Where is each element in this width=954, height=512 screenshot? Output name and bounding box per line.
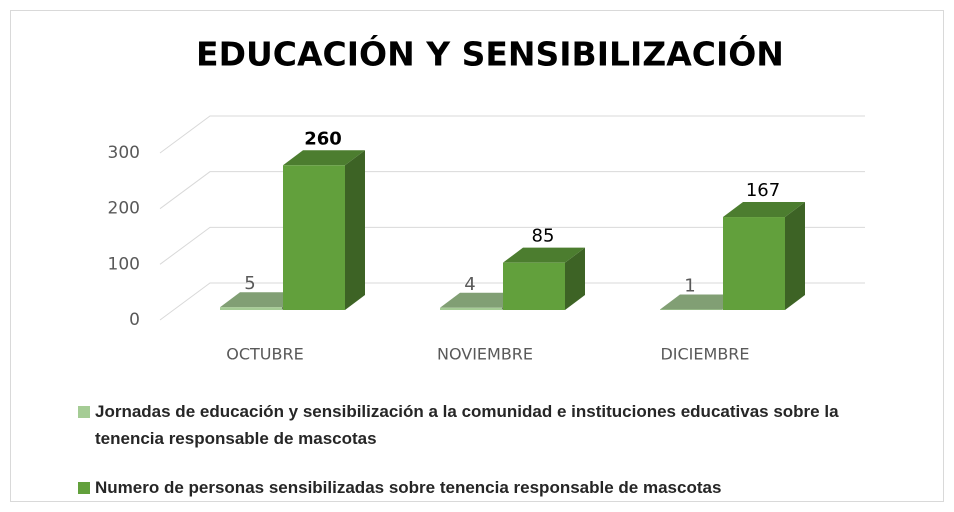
legend-item: Jornadas de educación y sensibilización …: [78, 398, 878, 452]
legend-label: Numero de personas sensibilizadas sobre …: [95, 478, 722, 497]
grid-line: [159, 226, 865, 265]
grid-line: [159, 115, 865, 154]
data-label: 85: [532, 226, 555, 247]
bar-top: [660, 294, 742, 310]
bar-side: [785, 202, 805, 310]
bar: [503, 262, 565, 310]
legend: Jornadas de educación y sensibilización …: [78, 398, 878, 512]
bar: [440, 307, 502, 310]
legend-label: Jornadas de educación y sensibilización …: [95, 402, 839, 448]
bar-side: [565, 247, 585, 310]
bar-top: [723, 202, 805, 218]
data-label: 260: [304, 128, 342, 149]
bar-top: [440, 292, 522, 308]
bar-top: [283, 150, 365, 166]
data-label: 4: [464, 274, 475, 295]
chart-title: EDUCACIÓN Y SENSIBILIZACIÓN: [196, 34, 784, 74]
grid-line: [159, 282, 865, 321]
legend-swatch: [78, 482, 90, 494]
y-tick-label: 0: [129, 310, 140, 330]
bar: [723, 217, 785, 310]
x-tick-label: DICIEMBRE: [660, 345, 749, 364]
y-tick-label: 200: [108, 199, 140, 219]
bar-top: [220, 292, 302, 308]
legend-item: Numero de personas sensibilizadas sobre …: [78, 474, 878, 501]
bar-top: [503, 247, 585, 263]
x-tick-label: NOVIEMBRE: [437, 345, 533, 364]
bar: [283, 165, 345, 310]
grid-line: [159, 171, 865, 210]
bar-side: [345, 150, 365, 310]
y-tick-label: 100: [108, 254, 140, 274]
bar: [220, 307, 282, 310]
data-label: 5: [244, 273, 255, 294]
data-label: 1: [684, 275, 695, 296]
data-label: 167: [746, 180, 780, 201]
y-tick-label: 300: [108, 143, 140, 163]
bar: [660, 309, 722, 310]
legend-swatch: [78, 406, 90, 418]
x-tick-label: OCTUBRE: [226, 345, 303, 364]
